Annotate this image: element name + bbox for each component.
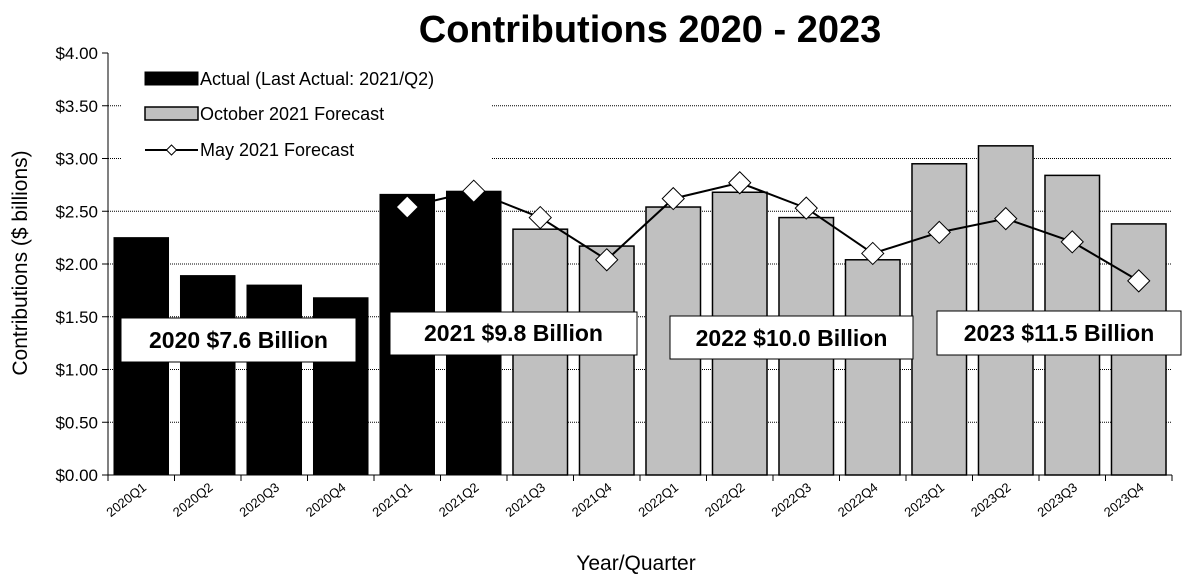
- may-forecast-point-2022Q4: [861, 241, 885, 266]
- x-axis-label: Year/Quarter: [576, 552, 695, 575]
- legend-label-may-forecast: May 2021 Forecast: [200, 140, 354, 160]
- may-forecast-point-2022Q3: [794, 196, 818, 220]
- annotation-box-2023: [936, 310, 1182, 356]
- bar-2022Q4: [844, 259, 901, 476]
- x-tick-label-2022Q4: 2022Q4: [835, 480, 881, 520]
- y-tick-label-4: $2.00: [55, 255, 98, 274]
- legend-swatch-actual: [144, 71, 199, 86]
- x-tick-label-2020Q4: 2020Q4: [303, 480, 349, 520]
- may-forecast-line: [395, 171, 1151, 293]
- legend-marker-may-forecast: [165, 144, 178, 156]
- x-tick-label-2023Q2: 2023Q2: [968, 480, 1014, 520]
- bar-2023Q2: [977, 145, 1034, 476]
- annotation-2020: 2020 $7.6 Billion: [149, 327, 328, 353]
- x-tick-label-2022Q1: 2022Q1: [635, 480, 681, 520]
- may-forecast-point-2023Q4: [1127, 269, 1151, 293]
- annotation-2021: 2021 $9.8 Billion: [424, 320, 603, 346]
- y-tick-label-5: $2.50: [55, 202, 98, 221]
- may-forecast-point-2021Q1: [395, 195, 419, 219]
- x-tick-labels: 2020Q1 2020Q2 2020Q3 2020Q4 2021Q1 2021Q2 2021…: [103, 480, 1146, 520]
- y-tick-label-2: $1.00: [55, 361, 98, 380]
- bar-2020Q2: [179, 275, 236, 476]
- y-tick-label-8: $4.00: [55, 44, 98, 63]
- annotation-box-2020: [120, 317, 357, 363]
- may-forecast-point-2021Q3: [528, 205, 552, 230]
- x-tick-label-2023Q4: 2023Q4: [1101, 480, 1147, 520]
- y-axis-label: Contributions ($ billions): [9, 150, 32, 375]
- y-tick-label-7: $3.50: [55, 97, 98, 116]
- may-forecast-point-2022Q2: [728, 171, 752, 195]
- bar-2020Q3: [246, 284, 303, 476]
- x-tick-label-2023Q3: 2023Q3: [1034, 480, 1080, 520]
- x-tick-label-2020Q1: 2020Q1: [103, 480, 149, 520]
- may-forecast-point-2021Q4: [595, 248, 619, 272]
- bar-2021Q4: [578, 245, 635, 476]
- annotation-box-2022: [669, 315, 914, 360]
- x-tick-label-2020Q2: 2020Q2: [170, 480, 216, 520]
- axes: [102, 52, 1173, 481]
- x-tick-label-2021Q2: 2021Q2: [436, 480, 482, 520]
- x-tick-label-2021Q3: 2021Q3: [502, 480, 548, 520]
- may-forecast-point-2023Q1: [927, 220, 951, 245]
- may-forecast-point-2022Q1: [661, 186, 685, 211]
- legend-label-october-forecast: October 2021 Forecast: [200, 104, 384, 124]
- x-tick-label-2023Q1: 2023Q1: [901, 480, 947, 520]
- may-forecast-point-2023Q2: [994, 206, 1018, 231]
- legend-label-actual: Actual (Last Actual: 2021/Q2): [200, 69, 434, 89]
- y-tick-label-0: $0.00: [55, 466, 98, 485]
- y-tick-label-1: $0.50: [55, 413, 98, 432]
- legend: Actual (Last Actual: 2021/Q2) October 20…: [122, 63, 492, 173]
- annotation-box-2021: [389, 311, 638, 356]
- may-forecast-point-2021Q2: [462, 179, 486, 203]
- legend-swatch-october-forecast: [144, 106, 199, 121]
- annual-total-annotations: 2020 $7.6 Billion 2021 $9.8 Billion 2022…: [120, 310, 1182, 363]
- chart-title: Contributions 2020 - 2023: [419, 9, 881, 51]
- x-tick-label-2022Q3: 2022Q3: [768, 480, 814, 520]
- x-tick-label-2021Q4: 2021Q4: [569, 480, 615, 520]
- may-forecast-polyline: [407, 181, 1140, 282]
- y-tick-label-6: $3.00: [55, 150, 98, 169]
- y-tick-labels: $0.00 $0.50 $1.00 $1.50 $2.00 $2.50 $3.00 $3.50…: [55, 44, 98, 485]
- x-tick-label-2022Q2: 2022Q2: [702, 480, 748, 520]
- bars: [113, 145, 1167, 476]
- y-tick-label-3: $1.50: [55, 308, 98, 327]
- may-forecast-point-2023Q3: [1060, 230, 1084, 254]
- annotation-2022: 2022 $10.0 Billion: [696, 325, 888, 351]
- x-tick-label-2020Q3: 2020Q3: [236, 480, 282, 520]
- annotation-2023: 2023 $11.5 Billion: [964, 320, 1155, 346]
- x-tick-label-2021Q1: 2021Q1: [369, 480, 415, 520]
